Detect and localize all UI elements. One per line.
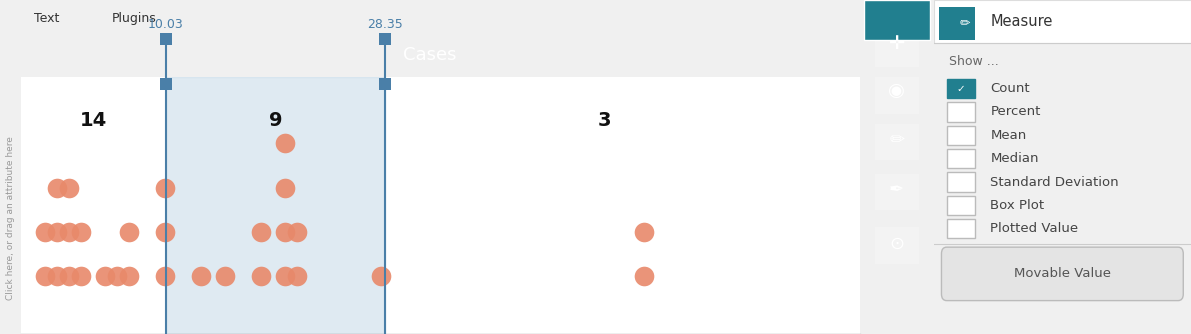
Point <box>36 274 55 279</box>
Text: ✏: ✏ <box>890 131 904 149</box>
Text: ✏: ✏ <box>960 17 969 30</box>
Bar <box>874 174 919 210</box>
Point <box>275 274 294 279</box>
Text: 14: 14 <box>80 111 107 130</box>
Bar <box>874 124 919 160</box>
Point <box>95 274 114 279</box>
Text: Text: Text <box>35 12 60 25</box>
Point <box>156 36 175 41</box>
Text: Count: Count <box>991 82 1030 95</box>
Point <box>120 274 139 279</box>
Text: Mean: Mean <box>991 129 1027 142</box>
Point <box>48 229 67 235</box>
Point <box>60 185 79 190</box>
Point <box>48 185 67 190</box>
Text: ✒: ✒ <box>890 181 904 199</box>
Point <box>156 274 175 279</box>
Bar <box>166 77 385 334</box>
Point <box>251 274 270 279</box>
Bar <box>947 172 975 192</box>
Bar <box>863 0 930 40</box>
Text: 3: 3 <box>598 111 611 130</box>
Bar <box>947 102 975 122</box>
Point <box>107 274 126 279</box>
Bar <box>947 149 975 168</box>
FancyBboxPatch shape <box>941 247 1184 301</box>
Point <box>635 229 654 235</box>
Point <box>60 274 79 279</box>
Text: 9: 9 <box>268 111 282 130</box>
Point <box>287 274 306 279</box>
Text: Plugins: Plugins <box>112 12 156 25</box>
Bar <box>939 7 975 40</box>
Text: 28.35: 28.35 <box>367 18 403 31</box>
Text: Click here, or drag an attribute here: Click here, or drag an attribute here <box>6 136 15 300</box>
Bar <box>947 219 975 238</box>
Text: Measure: Measure <box>991 14 1053 29</box>
Text: Movable Value: Movable Value <box>1014 268 1111 280</box>
Point <box>192 274 211 279</box>
Point <box>287 229 306 235</box>
Text: Box Plot: Box Plot <box>991 199 1045 212</box>
Text: ◉: ◉ <box>888 81 905 100</box>
Text: ⊙: ⊙ <box>890 235 904 253</box>
Bar <box>874 227 919 264</box>
Point <box>48 274 67 279</box>
Bar <box>947 79 975 98</box>
Bar <box>874 30 919 67</box>
Text: Show ...: Show ... <box>949 55 999 68</box>
Point <box>156 81 175 87</box>
Point <box>156 229 175 235</box>
Point <box>120 229 139 235</box>
Text: Percent: Percent <box>991 106 1041 118</box>
Text: Median: Median <box>991 152 1039 165</box>
Point <box>275 185 294 190</box>
Point <box>372 274 391 279</box>
Point <box>216 274 235 279</box>
Point <box>275 141 294 146</box>
Bar <box>947 126 975 145</box>
Bar <box>934 0 1191 43</box>
Point <box>60 229 79 235</box>
Text: 10.03: 10.03 <box>148 18 183 31</box>
Point <box>71 229 91 235</box>
Point <box>156 185 175 190</box>
Bar <box>874 77 919 114</box>
Point <box>275 229 294 235</box>
Point <box>375 81 394 87</box>
Point <box>36 229 55 235</box>
Point <box>635 274 654 279</box>
Text: Standard Deviation: Standard Deviation <box>991 176 1120 188</box>
Text: Plotted Value: Plotted Value <box>991 222 1079 235</box>
Text: Cases: Cases <box>404 46 456 64</box>
Bar <box>947 196 975 215</box>
Text: ✓: ✓ <box>956 84 965 94</box>
Text: ✛: ✛ <box>888 34 905 53</box>
Point <box>251 229 270 235</box>
Point <box>375 36 394 41</box>
Point <box>71 274 91 279</box>
